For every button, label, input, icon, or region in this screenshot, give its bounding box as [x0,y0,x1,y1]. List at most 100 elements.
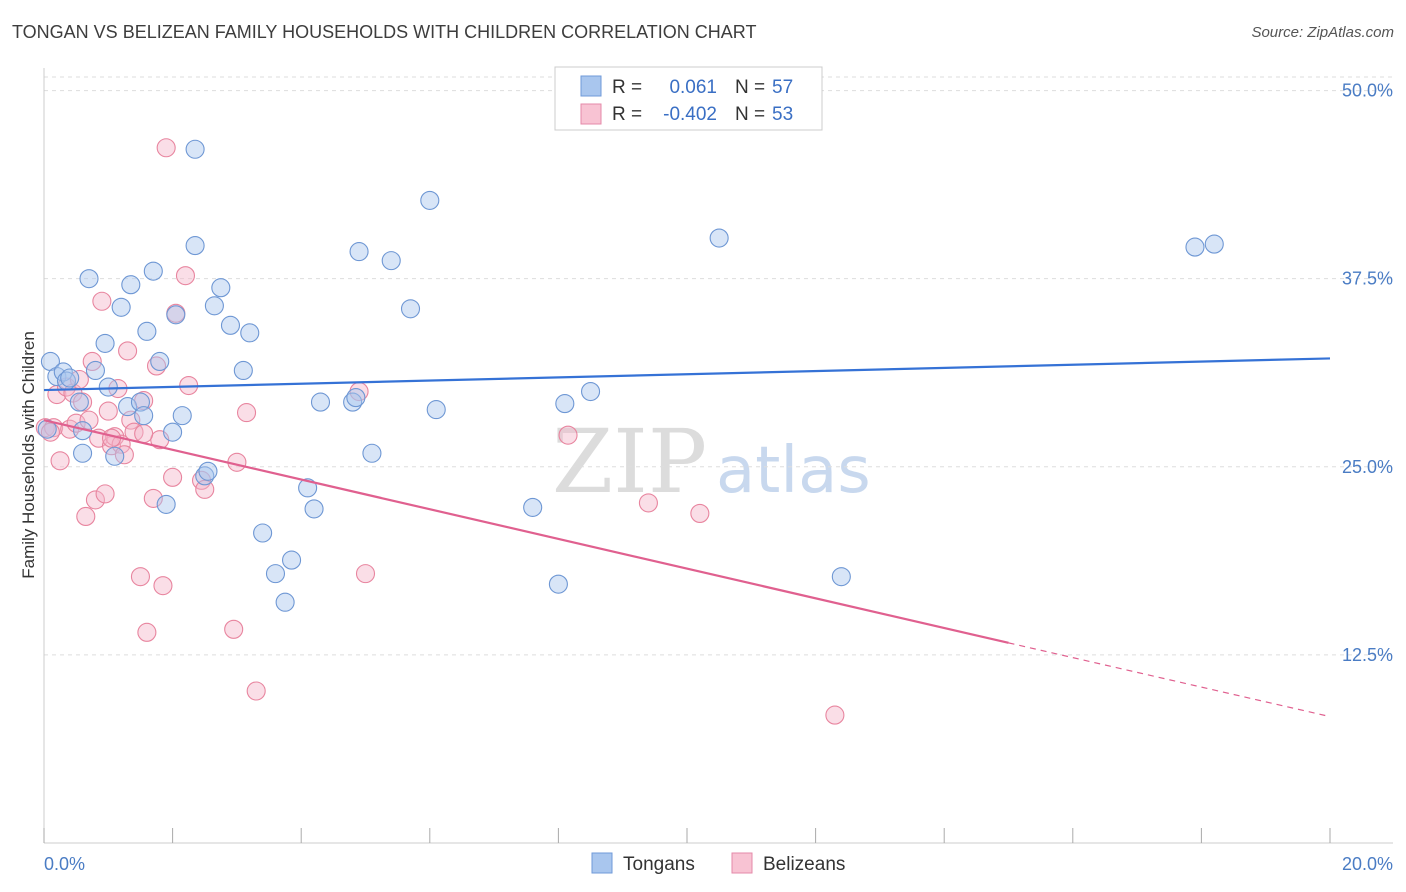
tongan-point [548,574,568,594]
belizeans-points [35,138,845,725]
belizean-point [118,341,138,361]
tongan-point [233,360,253,381]
y-tick-label: 50.0% [1342,81,1393,101]
tongan-point [204,296,224,316]
belizean-point [85,490,105,510]
legend-n-label-1: N = [735,77,765,98]
tongan-point [198,461,218,481]
y-axis-title: Family Households with Children [19,331,38,579]
belizean-point [50,451,70,471]
legend-label-tongans: Tongans [623,854,695,875]
belizean-point [195,479,215,499]
tongan-point [555,394,575,414]
tongan-point [349,242,369,262]
tongan-point [211,278,231,298]
tongan-point [185,139,205,159]
tongan-point [134,406,154,426]
belizeans-trend-extension [1008,642,1331,718]
belizean-point [638,493,658,513]
legend-swatch-belizeans [731,852,753,874]
tongan-point [95,333,115,353]
tongan-point [1204,234,1224,254]
tongan-point [362,443,382,463]
tongan-point [98,377,118,397]
legend-n-label-2: N = [735,104,765,125]
tongan-point [831,567,851,587]
y-tick-label: 37.5% [1342,269,1393,289]
belizean-point [558,425,578,445]
belizean-point [137,622,157,642]
tongan-point [163,422,183,442]
tongan-point [275,592,295,612]
tongan-point [105,446,125,466]
belizean-point [246,681,266,701]
belizean-point [76,506,96,526]
tongan-point [220,315,241,335]
tongan-point [580,381,601,402]
tongan-point [426,400,446,420]
belizean-point [95,484,115,504]
source-credit: Source: ZipAtlas.com [1251,24,1394,41]
belizean-point [163,467,183,487]
tongan-point [400,299,421,319]
tongan-point [253,523,273,543]
tongan-point [523,497,543,517]
tongan-point [156,494,176,514]
y-tick-label: 25.0% [1342,457,1393,477]
legend-swatch-tongans [591,852,613,874]
tongan-point [150,351,170,371]
axes [43,68,1393,844]
legend-r-value-1: 0.061 [669,77,717,98]
tongan-point [85,360,105,381]
belizean-point [156,138,176,158]
tongan-point [111,297,131,317]
tongan-point [381,251,401,271]
y-tick-label: 12.5% [1342,645,1393,665]
tongan-point [69,392,89,412]
tongan-point [310,392,331,412]
legend-n-value-2: 53 [772,104,793,125]
tongan-point [137,321,157,341]
tick-labels: 12.5% 25.0% 37.5% 50.0% 0.0% 20.0% [44,81,1393,874]
belizean-point [98,401,118,421]
belizean-point [224,619,244,639]
tongan-point [282,550,302,570]
legend-n-value-1: 57 [772,77,793,98]
belizean-point [175,266,196,286]
tongan-point [121,275,141,295]
belizean-point [114,445,134,465]
tongan-point [118,397,138,417]
tongan-point [709,228,729,248]
tongan-point [185,236,205,256]
tongan-point [420,190,440,210]
legend-r-label-1: R = [612,77,642,98]
tongan-point [172,406,192,426]
trend-lines [43,357,1331,718]
belizean-point [153,576,173,596]
chart-title: TONGAN VS BELIZEAN FAMILY HOUSEHOLDS WIT… [12,22,757,42]
x-tick-label: 20.0% [1342,854,1393,874]
belizean-point [236,403,257,423]
legend-r-value-2: -0.402 [663,104,717,125]
belizeans-trend-line [43,419,1009,644]
series-legend: Tongans Belizeans [591,852,845,875]
belizean-point [79,410,99,430]
belizean-point [355,564,376,584]
tongan-point [79,269,99,289]
tongans-points [37,139,1224,612]
legend-r-label-2: R = [612,104,642,125]
belizean-point [825,705,845,725]
legend-swatch-pink [580,103,602,125]
tongan-point [265,564,286,584]
legend-swatch-blue [580,75,602,97]
tongan-point [166,305,186,325]
correlation-legend: R = 0.061 N = 57 R = -0.402 N = 53 [554,66,823,131]
tongan-point [143,261,163,281]
belizean-point [92,291,112,311]
belizean-point [130,567,150,587]
tongan-point [60,368,80,388]
x-tick-label: 0.0% [44,854,85,874]
watermark-zip: ZIP [552,410,707,513]
legend-label-belizeans: Belizeans [763,854,845,875]
